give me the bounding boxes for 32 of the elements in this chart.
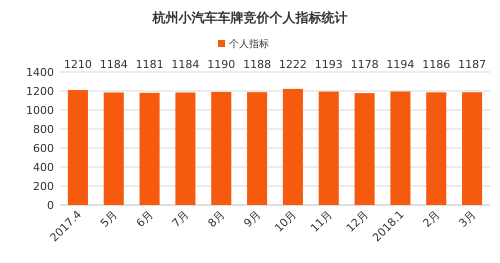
data-label: 1186 [422,58,450,71]
data-label: 1194 [386,58,414,71]
data-label: 1210 [64,58,92,71]
y-tick-label: 1200 [26,85,54,98]
y-tick-label: 1400 [26,66,54,79]
data-label: 1181 [136,58,164,71]
data-label: 1184 [171,58,200,71]
x-tick-label: 9月 [241,208,264,230]
x-tick-label: 5月 [98,208,120,230]
x-tick-label: 10月 [272,208,300,235]
data-label: 1190 [207,58,236,71]
x-tick-label: 7月 [170,208,192,230]
x-tick-label: 6月 [134,208,156,230]
legend-label: 个人指标 [229,38,269,50]
x-tick-label: 11月 [308,208,335,235]
data-label: 1178 [350,58,379,71]
y-tick-label: 400 [33,161,54,174]
data-label: 1184 [100,58,128,71]
chart-title: 杭州小汽车车牌竞价个人指标统计 [152,10,348,26]
y-tick-label: 0 [47,199,54,212]
data-label: 1187 [458,58,486,71]
y-tick-label: 600 [33,142,54,155]
data-label: 1222 [278,58,307,71]
x-tick-label: 8月 [205,208,228,230]
x-tick-label: 3月 [456,208,478,230]
y-tick-label: 1000 [26,104,54,117]
y-tick-label: 800 [33,123,54,136]
y-tick-label: 200 [33,180,54,193]
x-tick-label: 2月 [420,208,442,230]
data-label: 1193 [314,58,343,71]
x-tick-label: 12月 [344,208,371,235]
data-label: 1188 [243,58,272,71]
